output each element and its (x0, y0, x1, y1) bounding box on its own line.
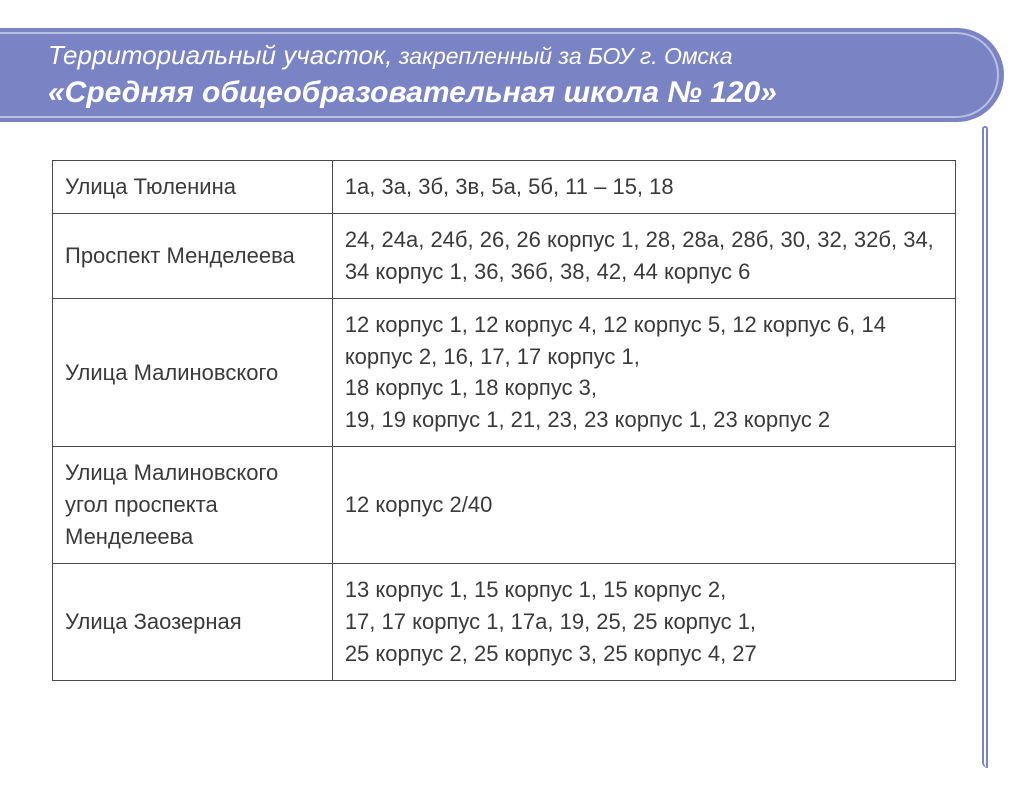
territory-table: Улица Тюленина 1а, 3а, 3б, 3в, 5а, 5б, 1… (52, 160, 956, 681)
header-title: Территориальный участок, закрепленный за… (48, 38, 777, 114)
decorative-right-bar (982, 128, 988, 768)
numbers-cell: 1а, 3а, 3б, 3в, 5а, 5б, 11 – 15, 18 (332, 161, 955, 214)
street-cell: Улица Малиновского угол проспекта Мендел… (53, 447, 333, 564)
table-row: Улица Малиновского 12 корпус 1, 12 корпу… (53, 298, 956, 447)
numbers-cell: 12 корпус 2/40 (332, 447, 955, 564)
street-cell: Улица Заозерная (53, 563, 333, 680)
street-cell: Проспект Менделеева (53, 213, 333, 298)
title-line1-a: Территориальный участок, (48, 40, 392, 70)
table-row: Проспект Менделеева 24, 24а, 24б, 26, 26… (53, 213, 956, 298)
title-line2: «Средняя общеобразовательная школа № 120… (48, 73, 777, 114)
numbers-cell: 12 корпус 1, 12 корпус 4, 12 корпус 5, 1… (332, 298, 955, 447)
table-row: Улица Заозерная 13 корпус 1, 15 корпус 1… (53, 563, 956, 680)
numbers-cell: 13 корпус 1, 15 корпус 1, 15 корпус 2,17… (332, 563, 955, 680)
street-cell: Улица Тюленина (53, 161, 333, 214)
slide-header: Территориальный участок, закрепленный за… (0, 20, 1024, 140)
numbers-cell: 24, 24а, 24б, 26, 26 корпус 1, 28, 28а, … (332, 213, 955, 298)
table-row: Улица Тюленина 1а, 3а, 3б, 3в, 5а, 5б, 1… (53, 161, 956, 214)
street-cell: Улица Малиновского (53, 298, 333, 447)
table-row: Улица Малиновского угол проспекта Мендел… (53, 447, 956, 564)
territory-table-wrap: Улица Тюленина 1а, 3а, 3б, 3в, 5а, 5б, 1… (52, 160, 956, 681)
title-line1-b: закрепленный за БОУ г. Омска (392, 43, 732, 69)
